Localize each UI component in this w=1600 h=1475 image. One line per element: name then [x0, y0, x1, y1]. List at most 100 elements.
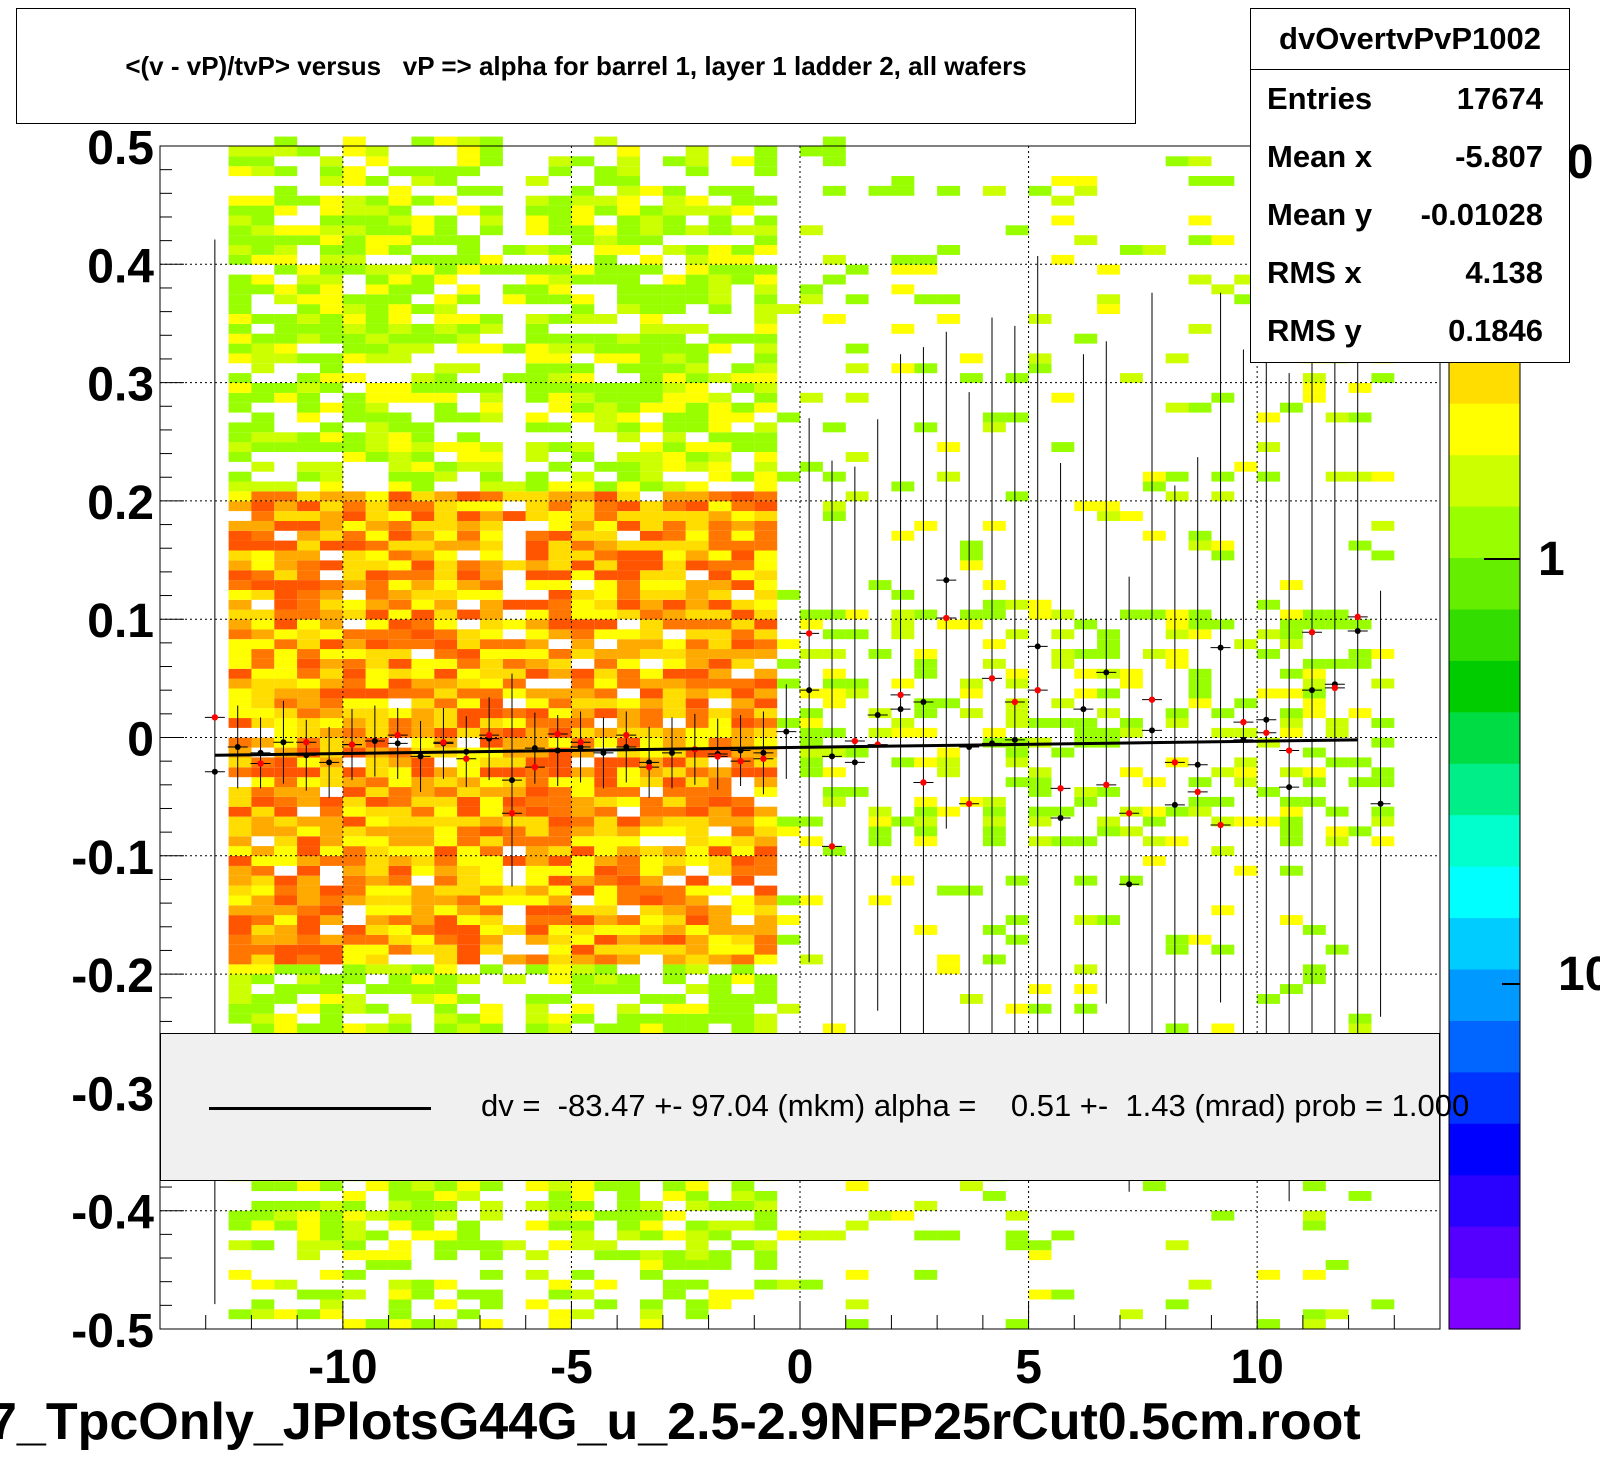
colorbar-swatch	[1449, 814, 1520, 867]
heatmap-cell	[525, 1200, 549, 1211]
heatmap-cell	[1371, 806, 1395, 817]
heatmap-cell	[320, 836, 343, 847]
heatmap-cell	[1142, 609, 1166, 620]
heatmap-cell	[548, 649, 572, 659]
heatmap-cell	[274, 905, 298, 916]
heatmap-cell	[457, 520, 480, 531]
heatmap-cell	[388, 284, 412, 295]
heatmap-cell	[662, 787, 686, 797]
heatmap-cell	[640, 205, 663, 216]
heatmap-cell	[502, 767, 526, 778]
heatmap-cell	[320, 994, 343, 1004]
heatmap-cell	[914, 254, 938, 265]
heatmap-cell	[640, 589, 663, 600]
heatmap-cell	[251, 974, 275, 985]
heatmap-cell	[342, 205, 366, 216]
heatmap-cell	[251, 688, 275, 699]
heatmap-cell	[845, 787, 869, 797]
heatmap-cell	[274, 1309, 298, 1320]
heatmap-cell	[480, 629, 503, 640]
heatmap-cell	[297, 767, 320, 778]
heatmap-cell	[434, 176, 458, 186]
heatmap-cell	[251, 865, 275, 876]
heatmap-cell	[365, 195, 389, 206]
heatmap-cell	[868, 185, 892, 196]
heatmap-cell	[617, 925, 640, 935]
heatmap-cell	[251, 314, 275, 324]
heatmap-cell	[434, 383, 458, 393]
profile-point-red	[1103, 781, 1110, 789]
heatmap-cell	[251, 895, 275, 906]
heatmap-cell	[457, 1240, 480, 1251]
profile-point-red	[760, 755, 767, 762]
heatmap-cell	[251, 530, 275, 541]
heatmap-cell	[731, 373, 755, 383]
heatmap-cell	[525, 826, 549, 837]
colorbar-swatch	[1449, 711, 1520, 764]
heatmap-cell	[251, 1279, 275, 1290]
heatmap-cell	[754, 540, 778, 551]
heatmap-cell	[274, 540, 298, 551]
heatmap-cell	[1234, 274, 1258, 285]
heatmap-cell	[548, 895, 572, 906]
heatmap-cell	[662, 796, 686, 807]
heatmap-cell	[228, 442, 252, 452]
heatmap-cell	[845, 1181, 869, 1192]
heatmap-cell	[457, 166, 480, 177]
heatmap-cell	[320, 314, 343, 324]
heatmap-cell	[251, 392, 275, 403]
heatmap-cell	[411, 471, 435, 482]
heatmap-cell	[594, 392, 618, 403]
heatmap-cell	[502, 777, 526, 788]
heatmap-cell	[411, 974, 435, 985]
heatmap-cell	[320, 1269, 343, 1280]
heatmap-cell	[342, 294, 366, 305]
heatmap-cell	[228, 1240, 252, 1251]
heatmap-cell	[525, 1181, 549, 1192]
heatmap-cell	[457, 511, 480, 521]
heatmap-cell	[525, 471, 549, 482]
heatmap-cell	[1348, 708, 1372, 719]
heatmap-cell	[571, 1003, 595, 1014]
heatmap-cell	[777, 639, 800, 650]
colorbar-label: 1	[1538, 533, 1565, 586]
heatmap-cell	[640, 501, 663, 512]
y-tick-label: 0.1	[87, 595, 154, 648]
heatmap-cell	[571, 570, 595, 581]
heatmap-cell	[251, 501, 275, 512]
heatmap-cell	[640, 353, 663, 364]
heatmap-cell	[457, 205, 480, 216]
heatmap-cell	[365, 353, 389, 364]
heatmap-cell	[548, 333, 572, 344]
heatmap-cell	[525, 836, 549, 847]
heatmap-cell	[685, 511, 709, 521]
heatmap-cell	[1348, 649, 1372, 659]
heatmap-cell	[571, 264, 595, 275]
heatmap-cell	[571, 1220, 595, 1231]
heatmap-cell	[297, 235, 320, 246]
heatmap-cell	[594, 570, 618, 581]
heatmap-cell	[342, 954, 366, 965]
heatmap-cell	[525, 934, 549, 945]
heatmap-cell	[1165, 718, 1189, 728]
heatmap-cell	[1257, 688, 1280, 699]
heatmap-cell	[822, 254, 846, 265]
heatmap-cell	[754, 1191, 778, 1201]
heatmap-cell	[1302, 747, 1326, 758]
heatmap-cell	[1074, 668, 1098, 679]
heatmap-cell	[297, 718, 320, 728]
heatmap-cell	[411, 836, 435, 847]
heatmap-cell	[1211, 284, 1235, 295]
heatmap-cell	[274, 944, 298, 955]
heatmap-cell	[228, 826, 252, 837]
heatmap-cell	[937, 964, 960, 975]
heatmap-cell	[731, 511, 755, 521]
profile-point-black	[1309, 687, 1315, 694]
heatmap-cell	[411, 580, 435, 590]
heatmap-cell	[502, 491, 526, 502]
heatmap-cell	[1165, 649, 1189, 659]
heatmap-cell	[822, 314, 846, 324]
heatmap-cell	[548, 718, 572, 728]
heatmap-cell	[754, 698, 778, 709]
heatmap-cell	[594, 816, 618, 827]
